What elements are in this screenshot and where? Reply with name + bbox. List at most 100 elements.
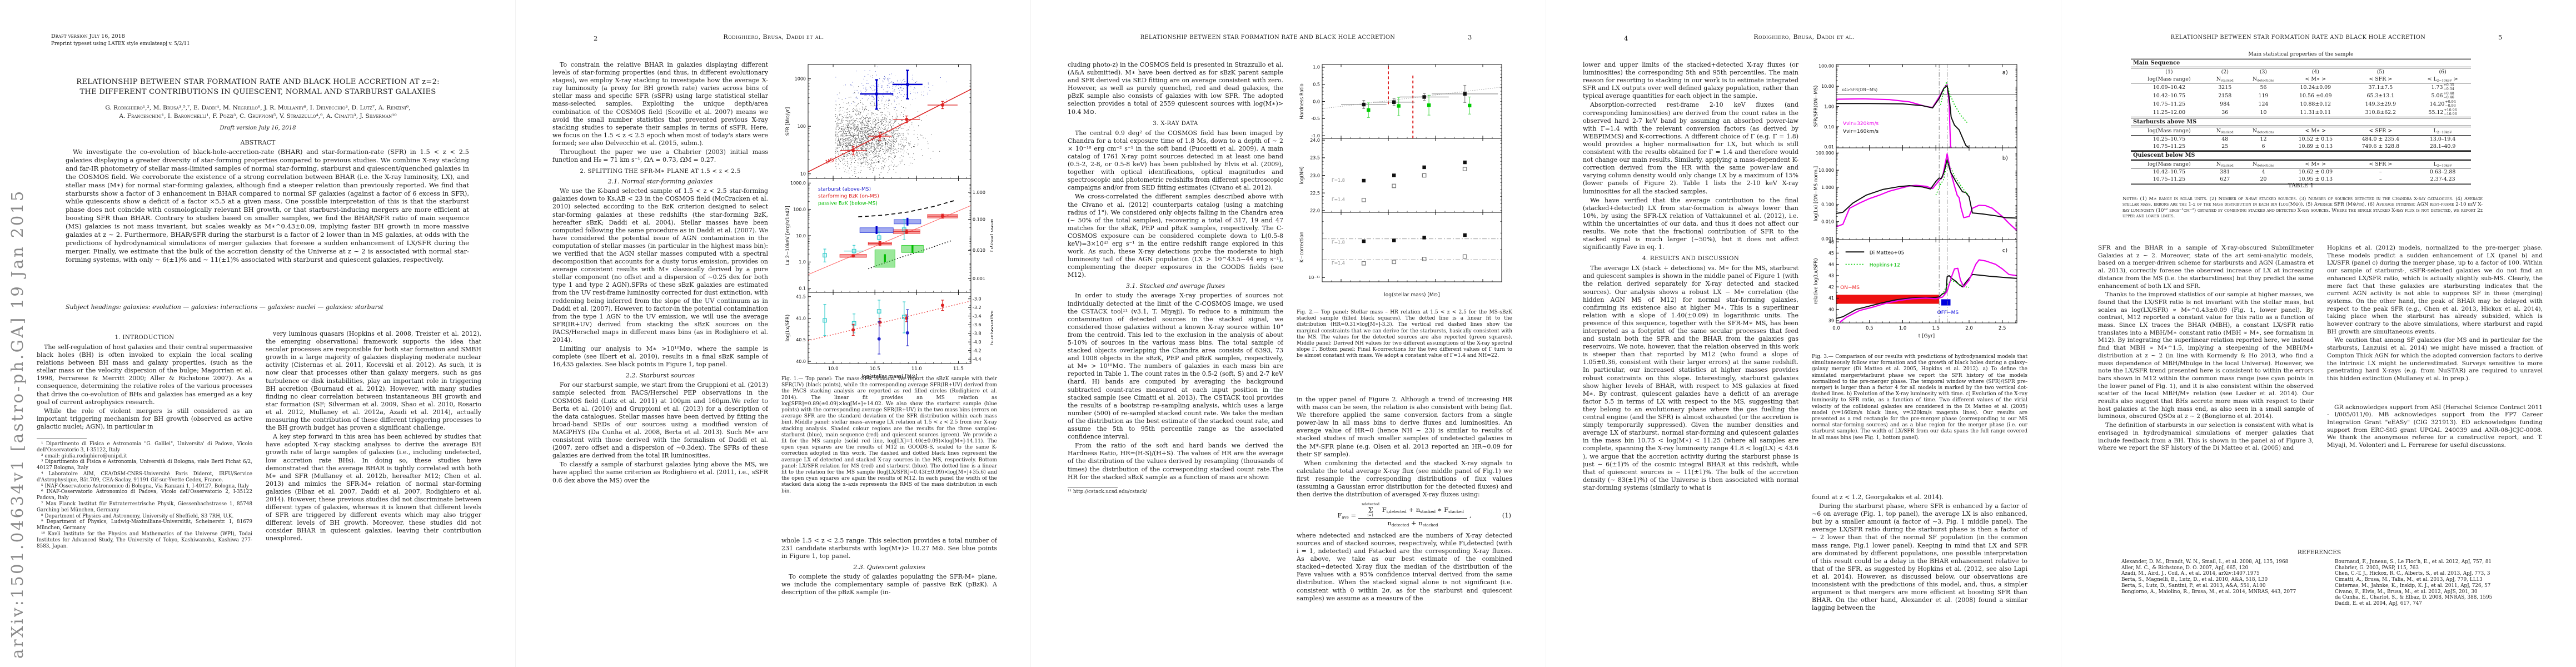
svg-text:10.000: 10.000 — [1818, 168, 1834, 173]
svg-text:-3.6: -3.6 — [973, 322, 981, 327]
table-cell: 10.52 ± 0.15 — [2284, 135, 2347, 143]
svg-text:100: 100 — [798, 124, 806, 129]
col-left: lower and upper limits of the stacked+de… — [1583, 61, 1798, 639]
table-cell: Nstacked — [2216, 76, 2234, 83]
table-cell: (3) — [2242, 67, 2285, 76]
paragraph: The central 0.9 deg² of the COSMOS field… — [1068, 129, 1283, 192]
svg-text:-0.5: -0.5 — [1311, 116, 1320, 121]
svg-text:11.0: 11.0 — [911, 366, 922, 372]
table-cell: 6 — [2261, 143, 2265, 150]
fig1-svg: MS 10 100 1000 SFR [M⊙/yr] starburst (above-M… — [785, 64, 993, 380]
running-head: RELATIONSHIP BETWEEN STAR FORMATION RATE… — [1140, 34, 1396, 41]
list-item: ² email: giulia.rodighiero@unipd.it — [41, 453, 127, 459]
page-number: 3 — [1468, 33, 1472, 41]
table-cell: 3215 — [2207, 83, 2243, 92]
paragraph: in the upper panel of Figure 2. Although… — [1297, 396, 1512, 458]
paragraph: where ndetected and nstacked are the num… — [1297, 531, 1512, 602]
page-number: 5 — [2498, 33, 2503, 41]
svg-text:41: 41 — [1828, 296, 1834, 301]
svg-text:Lx 2−10keV [erg/s/1e42]: Lx 2−10keV [erg/s/1e42] — [785, 206, 791, 265]
svg-text:log(stellar mass) [M⊙]: log(stellar mass) [M⊙] — [1384, 292, 1439, 298]
references-right: Bournaud, F., Juneau, S., Le Floc'h, E.,… — [2335, 559, 2539, 607]
col-left: 1. INTRODUCTION The self-regulation of h… — [37, 330, 252, 661]
draft-version-line: Draft version July 16, 2018 — [51, 33, 125, 39]
paragraph: We caution that among SF galaxies (for M… — [2327, 337, 2543, 382]
table-cell: 14.20 +0.94 −0.93 — [2429, 100, 2456, 108]
table-cell: 749.6 ± 328.8 — [2361, 143, 2400, 150]
table-cell: 2158 — [2218, 93, 2232, 99]
table-row: 10.75–11.25 25 6 10.89 ± 0.13 749.6 ± 328.8 2… — [2131, 143, 2471, 151]
table-cell: 11.31±0.11 — [2300, 109, 2331, 116]
table-cell: Nstacked — [2207, 158, 2243, 168]
paper-title-line2: THE DIFFERENT CONTRIBUTIONS IN QUIESCENT… — [79, 88, 436, 96]
list-item: Daddi, E. et al. 2004, ApJ, 617, 747 — [2335, 600, 2422, 606]
list-item: Berta, S., Lutz, D., Santini, P., et al.… — [2121, 583, 2266, 589]
table-cell: 5.06 +0.48 −0.46 — [2431, 92, 2454, 99]
page-2: 2 Rodighiero, Brusa, Daddi et al. To con… — [515, 0, 1031, 667]
table-cell: 10.24±0.09 — [2284, 83, 2347, 92]
svg-text:-3.0: -3.0 — [973, 296, 981, 301]
table-cell: 10.09–10.42 — [2131, 83, 2208, 92]
list-item: Cisternas, M., Jahnke, K., Inskip, K. J.… — [2335, 583, 2491, 589]
table-cell: 36 — [2221, 109, 2229, 116]
svg-text:23.5: 23.5 — [1310, 156, 1320, 161]
table-cell: 484.0 ± 235.4 — [2346, 135, 2415, 143]
table-cell: < SFR > — [2346, 126, 2415, 136]
svg-text:0.001: 0.001 — [973, 276, 985, 281]
svg-text:40: 40 — [1828, 307, 1834, 312]
list-item: ⁹ Department of Physics, Ludwig-Maximili… — [37, 519, 252, 531]
svg-text:1.0: 1.0 — [1899, 326, 1907, 331]
table-row: log(Mass range) Nstacked Ndetections < M∗ >… — [2131, 126, 2471, 136]
section-1-heading: 1. INTRODUCTION — [114, 334, 175, 341]
svg-text:SFR [M⊙/yr]: SFR [M⊙/yr] — [785, 107, 791, 136]
table-cell: 10.88±0.12 — [2300, 101, 2331, 108]
table-cell: 10.75–11.25 — [2131, 175, 2208, 185]
table-notes: Notes: (1) M∗ range in solar units. (2) … — [2122, 196, 2483, 220]
table-row: 10.42–10.75 381 4 10.62 ± 0.09–0.63–2.88 — [2131, 167, 2471, 176]
paragraph: found at z < 1.2, Georgakakis et al. 201… — [1812, 494, 1944, 501]
list-item: ¹⁰ Kavli Institute for the Physics and M… — [37, 531, 252, 549]
svg-text:log(BHAR/SFR): log(BHAR/SFR) — [989, 311, 993, 346]
svg-text:log(Lx) [ON−MS norm.]: log(Lx) [ON−MS norm.] — [1813, 166, 1819, 221]
table-cell: 12 — [2242, 135, 2285, 143]
svg-text:Vvir=320km/s: Vvir=320km/s — [1843, 121, 1879, 127]
svg-text:100.0: 100.0 — [793, 207, 806, 212]
svg-text:passive BzK (below-MS): passive BzK (below-MS) — [818, 201, 878, 206]
table-cell: 4 — [2242, 167, 2285, 176]
svg-text:relative log(Lx/SFR): relative log(Lx/SFR) — [1813, 258, 1819, 304]
svg-text:24.0: 24.0 — [1310, 138, 1320, 143]
table-cell: 149.3±29.9 — [2365, 101, 2396, 108]
svg-text:-3.8: -3.8 — [973, 331, 981, 336]
fig3-svg: x4>SFR(ON−MS) Vvir=320km/s Vvir=160km/s a) 0… — [1813, 64, 2017, 339]
svg-text:1000: 1000 — [795, 77, 806, 82]
table-row: Main Sequence — [2131, 58, 2471, 68]
svg-text:t [Gyr]: t [Gyr] — [1919, 334, 1935, 339]
svg-text:10.00: 10.00 — [1821, 84, 1834, 89]
svg-text:1.000: 1.000 — [973, 190, 985, 195]
table-cell: Ndetections — [2253, 76, 2274, 83]
svg-text:Γ=1.8: Γ=1.8 — [1332, 178, 1345, 183]
svg-text:starburst (above-MS): starburst (above-MS) — [818, 187, 871, 192]
page-3: RELATIONSHIP BETWEEN STAR FORMATION RATE… — [1030, 0, 1546, 667]
svg-text:0.100: 0.100 — [1821, 202, 1834, 207]
table-cell: 56 — [2242, 83, 2285, 92]
section-3-heading: 3. X-RAY DATA — [1153, 120, 1198, 127]
table-cell: 10.75–11.25 — [2153, 143, 2186, 150]
table-cell: L2−10keV — [2414, 126, 2471, 136]
table-cell: < SFR > — [2346, 158, 2415, 168]
table-row: 10.09–10.42 3215 56 10.24±0.09 37.1±7.5 1.73 +… — [2131, 83, 2471, 92]
svg-text:Di Matteo+05: Di Matteo+05 — [1870, 250, 1905, 256]
table-caption: Main statistical properties of the sampl… — [2248, 51, 2354, 57]
table-cell: log(Mass range) — [2131, 126, 2208, 136]
table-cell: 124 — [2258, 101, 2269, 108]
table-cell: – — [2346, 175, 2415, 185]
list-item: Bournaud, F., Juneau, S., Le Floc'h, E.,… — [2335, 559, 2492, 565]
paragraph: Hopkins et al. (2012) models, normalized… — [2327, 245, 2543, 335]
svg-text:0.0: 0.0 — [1832, 326, 1840, 331]
svg-text:log(stellar mass) [M⊙]: log(stellar mass) [M⊙] — [861, 374, 917, 380]
svg-text:0.01: 0.01 — [1824, 145, 1834, 150]
table-1-grid: Main Sequence (1) (2) (3) (4) (5) (6) log(Mass … — [2131, 58, 2471, 185]
page-1: arXiv:1501.04634v1 [astro-ph.GA] 19 Jan … — [0, 0, 515, 667]
table-cell: 13.0–19.4 — [2414, 135, 2471, 143]
